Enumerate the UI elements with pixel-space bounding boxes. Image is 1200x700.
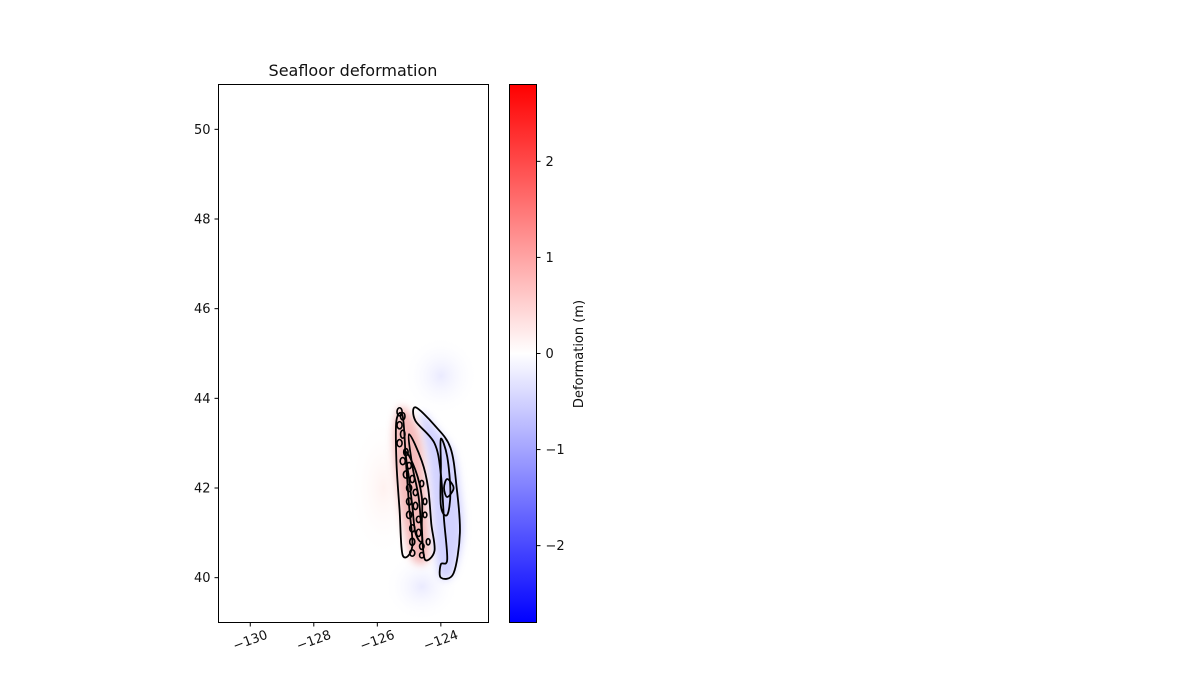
contour-loop-9 <box>409 474 416 484</box>
colorbar-tick-label: −2 <box>546 539 565 554</box>
contour-loop-8 <box>402 470 410 479</box>
colorbar-label: Deformation (m) <box>572 300 587 408</box>
contour-line-2 <box>443 478 455 498</box>
contour-loop-17 <box>415 528 422 538</box>
contour-loop-3 <box>399 429 406 440</box>
colorbar: −2 −1 0 1 2 Deformation (m) <box>509 84 587 623</box>
contour-loop-25 <box>425 537 431 546</box>
contour-line-5 <box>394 411 414 559</box>
contour-loop-18 <box>408 537 416 547</box>
contour-loop-5 <box>402 447 409 457</box>
y-tick-label: 48 <box>194 213 211 228</box>
contour-loop-20 <box>408 549 416 557</box>
colorbar-tick-label: 1 <box>546 251 554 266</box>
x-axis: −130 −128 −126 −124 <box>231 622 461 654</box>
contour-loop-1 <box>399 411 406 421</box>
x-tick-label: −126 <box>358 628 397 654</box>
contour-loop-23 <box>422 511 428 519</box>
contour-loop-7 <box>406 461 413 470</box>
contour-loop-11 <box>412 488 419 497</box>
colorbar-gradient <box>509 84 537 623</box>
colorbar-ticks: −2 −1 0 1 2 <box>536 155 565 554</box>
y-axis: 40 42 44 46 48 50 <box>194 123 219 586</box>
contour-loop-0 <box>396 406 403 417</box>
colorbar-tick-label: −1 <box>546 443 565 458</box>
contour-loop-22 <box>422 497 428 506</box>
colorbar-tick-label: 2 <box>546 155 554 170</box>
contour-loop-6 <box>399 456 407 466</box>
y-tick-label: 42 <box>194 482 211 497</box>
x-tick-label: −130 <box>231 628 270 654</box>
y-tick-label: 50 <box>194 123 211 138</box>
y-tick-label: 46 <box>194 302 211 317</box>
contour-loop-14 <box>405 510 413 520</box>
plot-frame <box>218 84 489 623</box>
contour-lines <box>394 406 461 580</box>
contour-loop-12 <box>405 497 413 506</box>
contour-line-3 <box>407 433 436 562</box>
contour-loop-2 <box>396 420 403 430</box>
contour-loop-15 <box>415 515 422 524</box>
colorbar-tick-label: 0 <box>546 347 554 362</box>
contour-loop-21 <box>418 551 425 559</box>
contour-loop-16 <box>408 523 416 533</box>
plot-area: −130 −128 −126 −124 40 42 44 46 48 50 <box>194 84 489 654</box>
contour-loop-13 <box>412 501 419 511</box>
y-tick-label: 40 <box>194 571 211 586</box>
contour-loop-24 <box>419 479 425 488</box>
chart-title: Seafloor deformation <box>269 61 438 80</box>
contour-line-1 <box>439 437 452 517</box>
contour-loop-10 <box>405 483 413 493</box>
x-tick-label: −124 <box>422 628 461 654</box>
contour-loop-4 <box>396 438 403 448</box>
contour-loop-19 <box>418 542 425 551</box>
x-tick-label: −128 <box>295 628 334 654</box>
contour-line-4 <box>404 451 424 543</box>
y-tick-label: 44 <box>194 392 211 407</box>
contour-line-0 <box>412 406 461 580</box>
subsidence-halo-north <box>402 335 479 417</box>
